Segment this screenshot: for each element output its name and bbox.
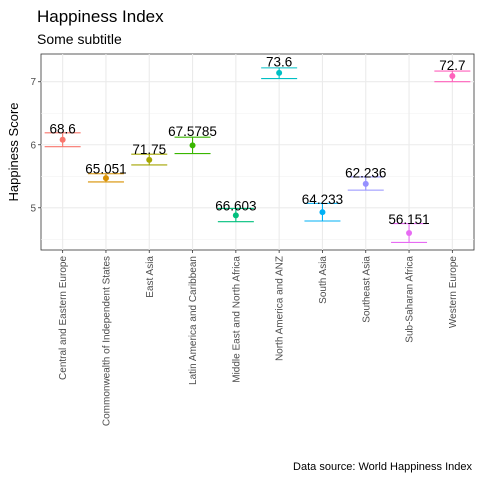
x-tick-label: Sub-Saharan Africa [405, 256, 416, 343]
y-axis-title: Happiness Score [6, 103, 21, 202]
x-tick-label: East Asia [145, 256, 156, 298]
point-label: 64.233 [302, 192, 343, 207]
chart-caption: Data source: World Happiness Index [293, 461, 472, 473]
x-tick-label: Southeast Asia [361, 256, 372, 323]
mean-point [362, 180, 369, 187]
mean-point [232, 212, 239, 219]
x-tick-label: South Asia [318, 256, 329, 304]
x-tick-label: Western Europe [448, 256, 459, 329]
point-label: 65.051 [85, 162, 126, 177]
plot-panel [40, 53, 475, 251]
point-label: 68.6 [50, 121, 76, 136]
point-label: 72.7 [439, 58, 465, 73]
chart-subtitle: Some subtitle [37, 31, 122, 47]
mean-point [146, 156, 153, 163]
x-tick-label: Central and Eastern Europe [58, 256, 69, 380]
point-label: 71.75 [132, 142, 166, 157]
point-label: 67.5785 [168, 124, 217, 139]
point-label: 62.236 [345, 166, 386, 181]
chart-title: Happiness Index [37, 7, 164, 26]
y-tick-label: 6 [30, 140, 36, 151]
y-axis: 5 6 7 [30, 77, 41, 214]
x-tick-label: Latin America and Caribbean [188, 256, 199, 385]
mean-point [189, 142, 196, 149]
mean-point [276, 69, 283, 76]
mean-point [59, 136, 66, 143]
x-tick-label: Middle East and North Africa [231, 256, 242, 383]
point-label: 56.151 [388, 212, 429, 227]
mean-point [102, 175, 109, 182]
y-tick-label: 7 [30, 77, 36, 88]
point-label: 73.6 [266, 55, 292, 70]
mean-point [319, 209, 326, 216]
x-tick-label: Commonwealth of Independent States [101, 256, 112, 426]
mean-point [449, 73, 456, 80]
points [59, 69, 456, 236]
x-tick-label: North America and ANZ [275, 256, 286, 361]
point-label: 66.603 [215, 198, 256, 213]
y-tick-label: 5 [30, 203, 36, 214]
x-axis: Central and Eastern Europe Commonwealth o… [58, 250, 459, 426]
mean-point [406, 229, 413, 236]
